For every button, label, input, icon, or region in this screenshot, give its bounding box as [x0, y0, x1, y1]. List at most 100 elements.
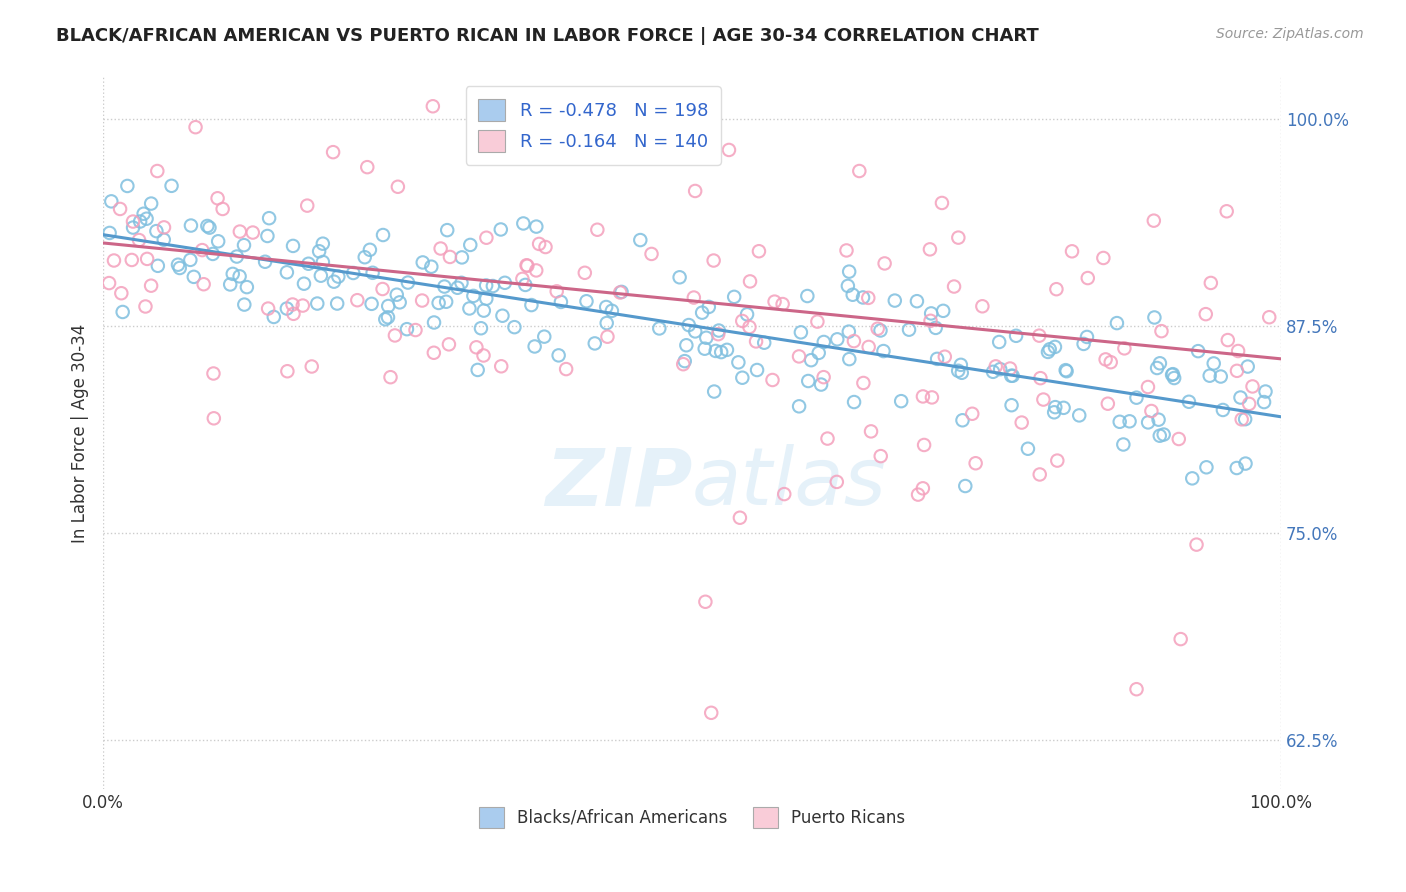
Point	[1001, 368, 1024, 383]
Point	[377, 299, 399, 313]
Point	[312, 255, 335, 269]
Point	[395, 322, 418, 336]
Point	[723, 290, 745, 304]
Point	[396, 276, 419, 290]
Point	[1241, 379, 1264, 393]
Point	[134, 300, 156, 314]
Point	[1112, 437, 1135, 451]
Point	[1253, 395, 1275, 409]
Point	[697, 300, 720, 314]
Point	[965, 456, 987, 470]
Point	[169, 260, 191, 275]
Point	[458, 238, 481, 252]
Point	[848, 164, 870, 178]
Point	[675, 338, 697, 352]
Point	[950, 366, 973, 380]
Point	[167, 258, 190, 272]
Point	[574, 266, 596, 280]
Point	[838, 325, 860, 339]
Point	[201, 247, 224, 261]
Point	[439, 250, 461, 264]
Point	[873, 256, 896, 270]
Point	[678, 318, 700, 332]
Point	[228, 269, 250, 284]
Point	[1114, 342, 1136, 356]
Point	[533, 329, 555, 343]
Point	[683, 184, 706, 198]
Point	[183, 269, 205, 284]
Point	[1073, 337, 1095, 351]
Point	[1125, 682, 1147, 697]
Point	[988, 334, 1011, 349]
Point	[745, 334, 768, 349]
Point	[911, 389, 934, 403]
Point	[921, 391, 943, 405]
Point	[1140, 404, 1163, 418]
Point	[470, 321, 492, 335]
Point	[1198, 368, 1220, 383]
Point	[524, 263, 547, 277]
Point	[948, 230, 970, 244]
Point	[128, 233, 150, 247]
Point	[292, 277, 315, 291]
Point	[763, 294, 786, 309]
Point	[1234, 457, 1257, 471]
Point	[648, 321, 671, 335]
Point	[596, 316, 619, 330]
Point	[254, 254, 277, 268]
Legend: Blacks/African Americans, Puerto Ricans: Blacks/African Americans, Puerto Ricans	[472, 801, 912, 834]
Point	[307, 296, 329, 310]
Point	[952, 413, 974, 427]
Point	[872, 344, 894, 359]
Point	[703, 384, 725, 399]
Point	[988, 362, 1011, 376]
Point	[728, 510, 751, 524]
Point	[1028, 467, 1050, 482]
Point	[1029, 371, 1052, 385]
Point	[931, 196, 953, 211]
Point	[100, 194, 122, 209]
Point	[1039, 343, 1062, 357]
Point	[1052, 401, 1074, 415]
Point	[1149, 356, 1171, 370]
Point	[242, 226, 264, 240]
Point	[283, 307, 305, 321]
Point	[360, 297, 382, 311]
Point	[761, 373, 783, 387]
Point	[813, 370, 835, 384]
Point	[380, 370, 402, 384]
Point	[146, 259, 169, 273]
Point	[301, 359, 323, 374]
Point	[610, 285, 633, 299]
Point	[1028, 328, 1050, 343]
Point	[972, 299, 994, 313]
Point	[1092, 251, 1115, 265]
Point	[356, 160, 378, 174]
Point	[547, 348, 569, 362]
Point	[1069, 409, 1091, 423]
Point	[600, 303, 623, 318]
Point	[1167, 432, 1189, 446]
Point	[710, 345, 733, 359]
Point	[429, 242, 451, 256]
Point	[1045, 282, 1067, 296]
Point	[141, 196, 163, 211]
Point	[693, 342, 716, 356]
Point	[135, 211, 157, 226]
Point	[1036, 345, 1059, 359]
Point	[683, 325, 706, 339]
Point	[1077, 271, 1099, 285]
Point	[1236, 359, 1258, 374]
Point	[911, 481, 934, 495]
Point	[534, 240, 557, 254]
Point	[1137, 416, 1160, 430]
Point	[132, 207, 155, 221]
Point	[281, 239, 304, 253]
Point	[800, 353, 823, 368]
Point	[153, 220, 176, 235]
Point	[842, 395, 865, 409]
Point	[385, 287, 408, 301]
Point	[146, 164, 169, 178]
Point	[291, 299, 314, 313]
Point	[515, 277, 537, 292]
